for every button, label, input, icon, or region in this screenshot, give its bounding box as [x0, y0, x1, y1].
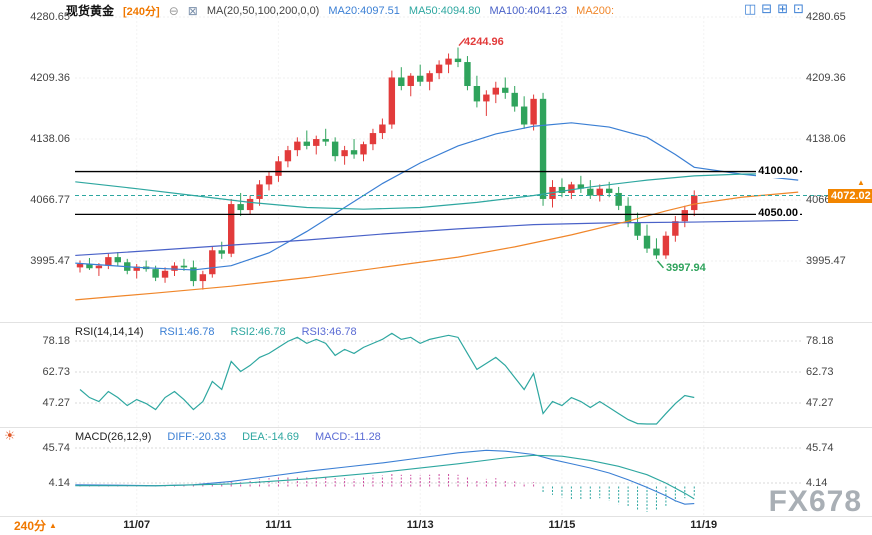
main-chart-legend: 现货黄金 [240分] ⊖ ⊠ MA(20,50,100,200,0,0) MA… [66, 2, 614, 19]
macd-axis-label-left: 4.14 [48, 477, 70, 489]
price-axis-label-left: 4280.65 [30, 11, 70, 23]
layout-single-icon[interactable]: ◫ [743, 1, 757, 16]
macd-axis-label-right: 45.74 [806, 442, 834, 454]
x-axis-date-label: 11/07 [123, 519, 151, 531]
macd-value: MACD:-11.28 [314, 431, 381, 443]
instrument-name: 现货黄金 [66, 4, 115, 18]
rsi-axis-label-left: 62.73 [42, 365, 70, 378]
layout-split-vertical-icon[interactable]: ⊡ [793, 1, 804, 16]
rsi-title: RSI(14,14,14) [75, 326, 144, 338]
layout-split-horizontal-icon[interactable]: ⊟ [761, 1, 773, 16]
price-axis-label-right: 4209.36 [806, 71, 846, 84]
macd-title: MACD(26,12,9) [75, 431, 152, 443]
rsi-legend: RSI(14,14,14) RSI1:46.78 RSI2:46.78 RSI3… [75, 326, 357, 338]
low-price-annotation: 3997.94 [666, 262, 706, 274]
macd-axis-label-right: 4.14 [806, 477, 828, 489]
price-axis-label-left: 4066.77 [30, 193, 70, 206]
ma-settings-label: MA(20,50,100,200,0,0) [206, 4, 320, 17]
rsi-axis-label-left: 78.18 [42, 335, 70, 347]
support-level-label: 4050.00 [756, 207, 800, 220]
latest-price-arrow-icon[interactable]: ▲ [857, 178, 865, 187]
x-axis-date-label: 11/11 [265, 519, 292, 531]
rsi1-value: RSI1:46.78 [159, 326, 215, 338]
x-axis-date-label: 11/15 [548, 519, 576, 531]
ma200-value: MA200: [576, 4, 615, 17]
sun-icon[interactable]: ☀ [4, 428, 16, 443]
timeframe-selector-label: 240分 [14, 519, 47, 533]
price-axis-label-right: 4280.65 [806, 11, 846, 23]
timeframe-selector[interactable]: 240分 ▲ [14, 517, 57, 534]
rsi-axis-label-right: 47.27 [806, 397, 834, 409]
rsi-axis-label-left: 47.27 [42, 397, 70, 409]
ma-settings-icon[interactable]: ⊠ [187, 3, 198, 18]
price-axis-label-left: 4138.06 [30, 133, 70, 145]
rsi2-value: RSI2:46.78 [230, 326, 286, 338]
latest-price-box: 4072.02 [828, 189, 872, 203]
collapse-icon[interactable]: ⊖ [168, 3, 179, 18]
ma100-value: MA100:4041.23 [489, 4, 568, 17]
price-axis-label-right: 4138.06 [806, 133, 846, 145]
layout-grid-icon[interactable]: ⊞ [777, 1, 789, 16]
resistance-level-label: 4100.00 [756, 165, 800, 178]
rsi3-value: RSI3:46.78 [301, 326, 357, 338]
macd-legend: MACD(26,12,9) DIFF:-20.33 DEA:-14.69 MAC… [75, 431, 381, 443]
ma20-value: MA20:4097.51 [328, 4, 400, 17]
dea-value: DEA:-14.69 [242, 431, 299, 443]
layout-controls: ◫ ⊟ ⊞ ⊡ [744, 2, 804, 15]
price-axis-label-left: 3995.47 [30, 255, 70, 267]
ma50-value: MA50:4094.80 [408, 4, 481, 17]
up-triangle-icon: ▲ [49, 521, 57, 530]
high-price-annotation: 4244.96 [464, 36, 504, 48]
watermark: FX678 [768, 485, 862, 518]
timeframe-label: [240分] [123, 5, 160, 18]
price-axis-label-left: 4209.36 [30, 71, 70, 84]
rsi-axis-label-right: 62.73 [806, 365, 834, 378]
diff-value: DIFF:-20.33 [167, 431, 227, 443]
price-axis-label-right: 3995.47 [806, 255, 846, 267]
x-axis-date-label: 11/19 [690, 519, 718, 531]
macd-axis-label-left: 45.74 [42, 442, 70, 454]
x-axis-date-label: 11/13 [406, 519, 434, 531]
rsi-axis-label-right: 78.18 [806, 335, 834, 347]
